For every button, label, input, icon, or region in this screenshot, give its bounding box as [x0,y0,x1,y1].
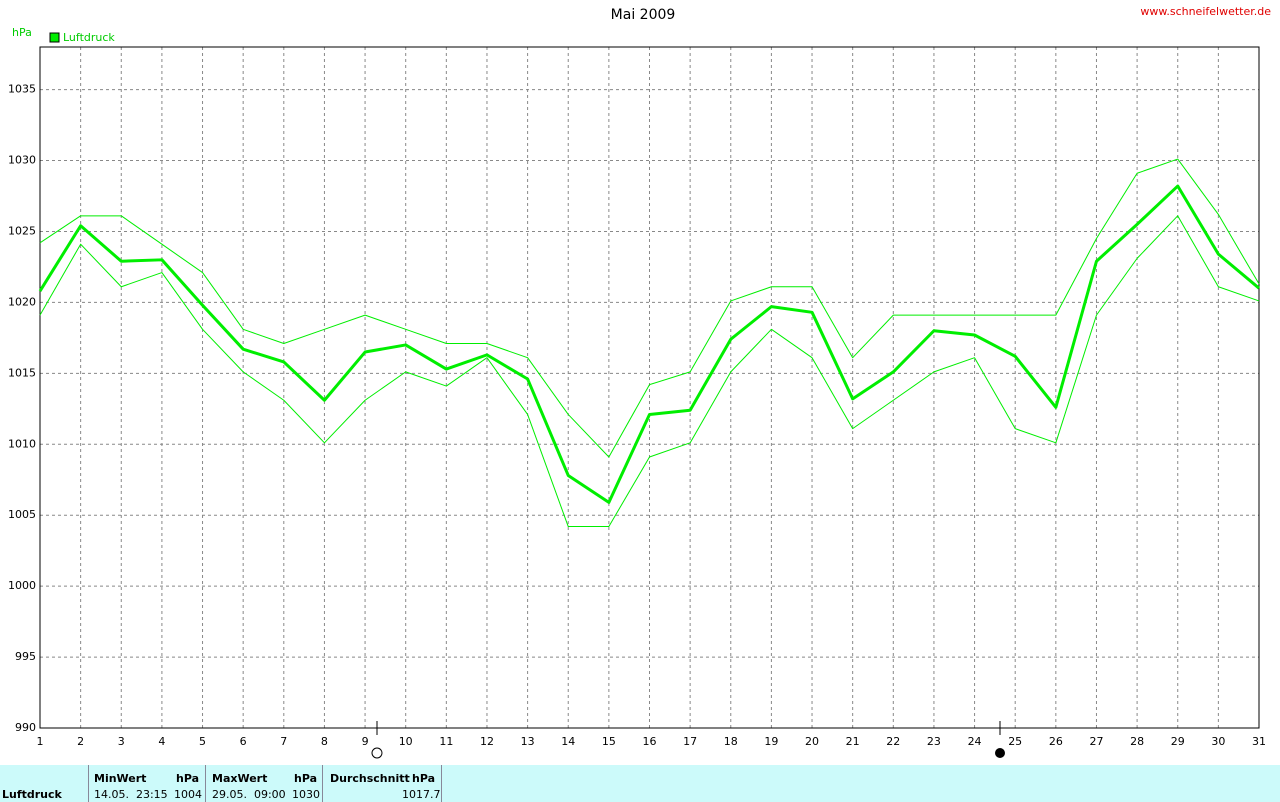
table-cell: 1017.7 [402,788,441,801]
header-cell: hPa [412,772,436,785]
y-tick-label: 1025 [8,224,36,237]
y-unit: hPa [12,26,32,39]
y-tick-label: 1035 [8,83,36,96]
x-tick-label: 16 [643,735,657,748]
x-tick-label: 7 [280,735,287,748]
legend-label: Luftdruck [63,31,115,44]
x-tick-label: 31 [1252,735,1266,748]
x-tick-label: 21 [846,735,860,748]
legend-swatch [49,32,60,43]
chart: Mai 2009 www.schneifelwetter.de hPa Luft… [8,5,1271,759]
header-cell: hPa [294,772,318,785]
stats-table: Luftdruck MinWert hPa MaxWert hPa Durchs… [0,765,1280,802]
x-tick-label: 3 [118,735,125,748]
separator [88,765,89,802]
moon-full-icon [371,747,383,759]
table-cell: 1030 [292,788,320,801]
table-cell: 29.05. 09:00 [212,788,286,801]
x-tick-label: 24 [968,735,982,748]
series-line [39,215,1260,528]
x-tick-label: 15 [602,735,616,748]
header-cell: Durchschnitt [330,772,410,785]
x-tick-label: 2 [77,735,84,748]
separator [322,765,323,802]
x-tick-label: 6 [240,735,247,748]
y-tick-label: 1000 [8,579,36,592]
chart-title: Mai 2009 [611,7,676,23]
x-tick-label: 26 [1049,735,1063,748]
x-tick-label: 18 [724,735,738,748]
y-tick-label: 1030 [8,154,36,167]
x-tick-label: 13 [521,735,535,748]
y-tick-label: 990 [15,721,36,734]
site-url: www.schneifelwetter.de [1140,5,1271,18]
x-tick-label: 29 [1171,735,1185,748]
x-tick-label: 20 [805,735,819,748]
x-tick-label: 12 [480,735,494,748]
x-tick-label: 8 [321,735,328,748]
header-cell: hPa [176,772,200,785]
row-label: Luftdruck [2,788,62,801]
x-tick-label: 1 [37,735,44,748]
series-line [38,184,1260,504]
x-tick-label: 10 [399,735,413,748]
x-tick-label: 23 [927,735,941,748]
separator [205,765,206,802]
table-cell: 14.05. 23:15 [94,788,168,801]
y-tick-label: 1010 [8,437,36,450]
x-tick-label: 17 [683,735,697,748]
x-tick-label: 27 [1089,735,1103,748]
x-tick-label: 11 [439,735,453,748]
series-line [39,158,1260,458]
x-tick-label: 19 [764,735,778,748]
header-cell: MinWert [94,772,147,785]
x-tick-label: 9 [362,735,369,748]
plot-border [39,46,1260,729]
y-tick-label: 1005 [8,508,36,521]
table-cell: 1004 [174,788,202,801]
x-tick-label: 22 [886,735,900,748]
y-tick-label: 1015 [8,366,36,379]
x-tick-label: 4 [158,735,165,748]
x-tick-label: 25 [1008,735,1022,748]
y-tick-label: 1020 [8,295,36,308]
x-tick-label: 14 [561,735,575,748]
x-tick-label: 5 [199,735,206,748]
separator [441,765,442,802]
y-tick-label: 995 [15,650,36,663]
x-tick-label: 28 [1130,735,1144,748]
header-cell: MaxWert [212,772,268,785]
moon-new-icon [995,748,1005,758]
x-tick-label: 30 [1211,735,1225,748]
